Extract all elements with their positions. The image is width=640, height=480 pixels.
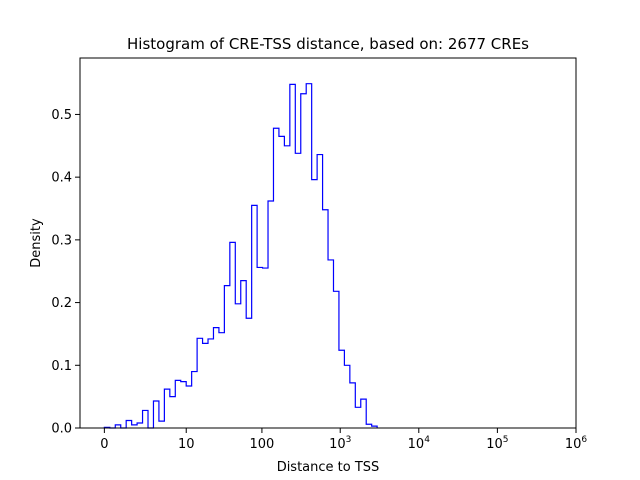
x-tick-label: 100 [250,437,275,452]
y-axis-label: Density [29,218,44,268]
x-tick-label: 103 [329,435,351,452]
plot-frame [79,57,577,429]
y-axis-ticks: 0.0 0.1 0.2 0.3 0.4 0.5 [51,108,80,437]
x-tick-label: 105 [486,435,508,452]
chart-title: Histogram of CRE-TSS distance, based on:… [127,35,529,53]
x-tick-label: 0 [100,437,108,452]
x-axis-label: Distance to TSS [277,460,380,475]
y-tick-label: 0.5 [51,108,72,123]
y-tick-label: 0.1 [51,359,72,374]
y-tick-label: 0.3 [51,233,72,248]
x-tick-label: 104 [408,435,431,452]
y-tick-label: 0.2 [51,296,72,311]
y-tick-label: 0.4 [51,171,72,186]
x-tick-label: 106 [565,435,588,452]
x-tick-label: 10 [178,437,195,452]
histogram-step-line [103,83,378,429]
x-axis-ticks: 0 10 100 103 104 105 106 [100,428,587,452]
y-tick-label: 0.0 [51,422,72,437]
